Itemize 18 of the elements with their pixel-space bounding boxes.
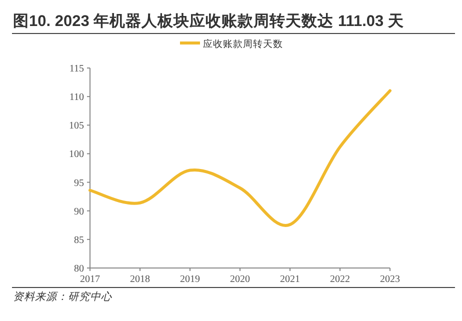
y-tick-label: 85 — [74, 234, 84, 246]
x-tick-label: 2019 — [180, 274, 200, 285]
x-tick-label: 2018 — [130, 274, 150, 285]
x-tick-label: 2023 — [380, 274, 400, 285]
x-tick-label: 2020 — [230, 274, 250, 285]
x-tick-label: 2022 — [330, 274, 350, 285]
legend-label: 应收账款周转天数 — [203, 38, 283, 50]
y-tick-label: 105 — [69, 120, 84, 132]
y-tick-label: 95 — [74, 178, 84, 189]
y-tick-label: 110 — [69, 92, 84, 104]
y-tick-label: 90 — [74, 206, 84, 218]
y-tick-label: 100 — [69, 149, 84, 160]
x-tick-label: 2017 — [80, 274, 100, 285]
x-tick-label: 2021 — [280, 274, 300, 285]
y-tick-label: 80 — [74, 264, 84, 274]
chart-title: 图10. 2023 年机器人板块应收账款周转天数达 111.03 天 — [13, 11, 404, 30]
y-tick-label: 115 — [69, 64, 84, 74]
text: 资料来源：研究中心 — [13, 291, 112, 303]
